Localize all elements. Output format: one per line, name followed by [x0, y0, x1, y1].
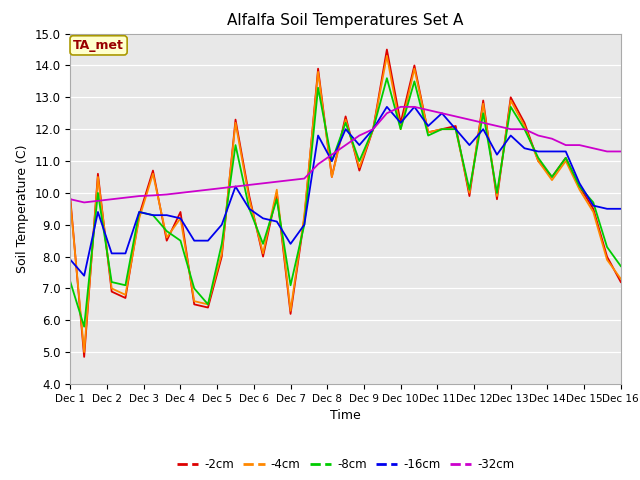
Text: TA_met: TA_met: [73, 39, 124, 52]
Y-axis label: Soil Temperature (C): Soil Temperature (C): [16, 144, 29, 273]
Title: Alfalfa Soil Temperatures Set A: Alfalfa Soil Temperatures Set A: [227, 13, 464, 28]
Legend: -2cm, -4cm, -8cm, -16cm, -32cm: -2cm, -4cm, -8cm, -16cm, -32cm: [172, 454, 519, 476]
X-axis label: Time: Time: [330, 409, 361, 422]
